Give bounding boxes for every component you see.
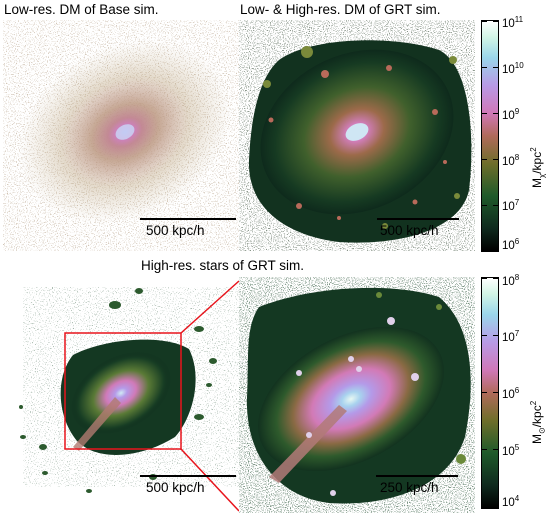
bottom-cbar-tick-1e8: 108	[502, 273, 520, 288]
top-right-scale-bar	[377, 218, 459, 220]
top-left-dm-map	[3, 20, 239, 251]
bottom-right-scale-label: 250 kpc/h	[380, 480, 439, 495]
bottom-cbar-tick-1e4: 104	[502, 494, 520, 509]
top-cbar-tick-1e7: 107	[502, 198, 520, 213]
top-cbar-tick-1e11: 1011	[502, 15, 524, 30]
top-cbar-tick-1e8: 108	[502, 153, 520, 168]
top-left-panel-title: Low-res. DM of Base sim.	[4, 2, 159, 17]
top-cbar-tick-1e10: 1010	[502, 61, 524, 76]
bottom-cbar-tick-1e5: 105	[502, 443, 520, 458]
top-colorbar-unit-label: Mχ/kpc2	[529, 147, 547, 188]
top-right-scale-label: 500 kpc/h	[380, 223, 439, 238]
top-right-panel-title: Low- & High-res. DM of GRT sim.	[240, 2, 441, 17]
top-cbar-tick-1e9: 109	[502, 107, 520, 122]
top-left-scale-bar	[140, 218, 236, 220]
bottom-cbar-tick-1e6: 106	[502, 386, 520, 401]
top-left-scale-label: 500 kpc/h	[146, 223, 205, 238]
bottom-left-stars-map	[3, 277, 239, 513]
bottom-cbar-tick-1e7: 107	[502, 329, 520, 344]
top-right-dm-map	[239, 20, 475, 251]
bottom-left-scale-label: 500 kpc/h	[146, 480, 205, 495]
bottom-left-scale-bar	[140, 475, 236, 477]
bottom-colorbar	[481, 277, 499, 509]
bottom-right-stars-zoom	[239, 277, 475, 513]
bottom-colorbar-unit-label: M⊙/kpc2	[529, 400, 547, 444]
bottom-title: High-res. stars of GRT sim.	[141, 258, 305, 273]
top-colorbar	[481, 20, 499, 252]
bottom-right-scale-bar	[376, 475, 458, 477]
top-cbar-tick-1e6: 106	[502, 237, 520, 252]
